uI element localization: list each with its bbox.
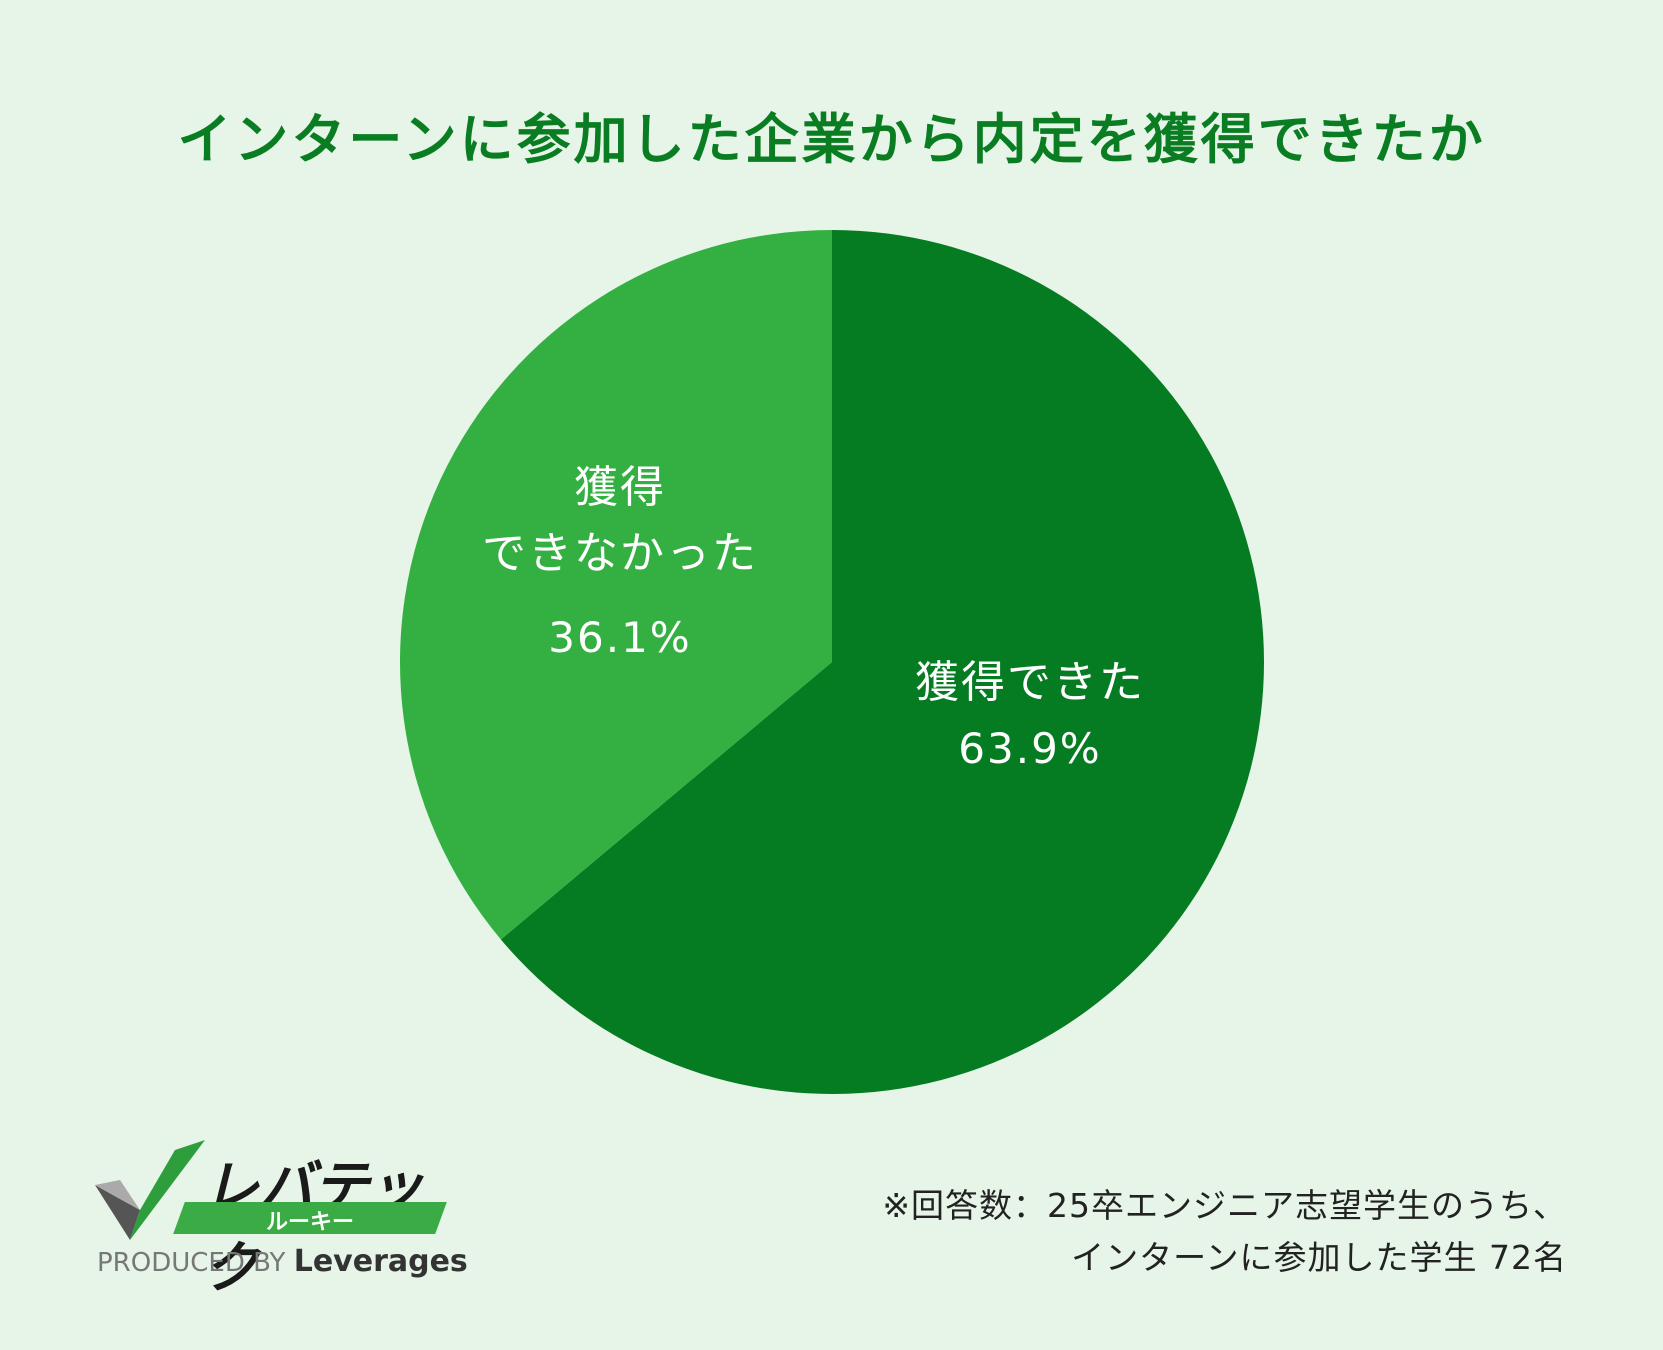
footnote-line2: インターンに参加した学生 72名 bbox=[1071, 1238, 1567, 1277]
slice-name-obtained: 獲得できた bbox=[915, 657, 1145, 708]
produced-by: PRODUCED BY Leverages bbox=[97, 1244, 468, 1279]
slice-label-not-obtained: 獲得 できなかった 36.1% bbox=[450, 455, 790, 671]
check-mark-icon bbox=[95, 1140, 205, 1240]
pie-slice-not-obtained bbox=[400, 230, 832, 940]
slice-name-not-obtained-line2: できなかった bbox=[482, 528, 758, 579]
footnote: ※回答数：25卒エンジニア志望学生のうち、 インターンに参加した学生 72名 bbox=[882, 1180, 1567, 1284]
slice-value-not-obtained: 36.1% bbox=[548, 613, 692, 662]
slice-name-not-obtained-line1: 獲得 bbox=[574, 462, 666, 513]
company-name: Leverages bbox=[293, 1244, 468, 1279]
brand-sub: ルーキー bbox=[265, 1210, 354, 1235]
brand-logo: レバテック ルーキー PRODUCED BY Leverages bbox=[95, 1140, 468, 1301]
chart-title: インターンに参加した企業から内定を獲得できたか bbox=[177, 108, 1486, 171]
footnote-line1: ※回答数：25卒エンジニア志望学生のうち、 bbox=[882, 1186, 1567, 1225]
produced-by-text: PRODUCED BY bbox=[97, 1248, 286, 1278]
pie-slice-obtained bbox=[500, 230, 1265, 1094]
slice-label-obtained: 獲得できた 63.9% bbox=[880, 650, 1180, 782]
slice-value-obtained: 63.9% bbox=[958, 724, 1102, 773]
